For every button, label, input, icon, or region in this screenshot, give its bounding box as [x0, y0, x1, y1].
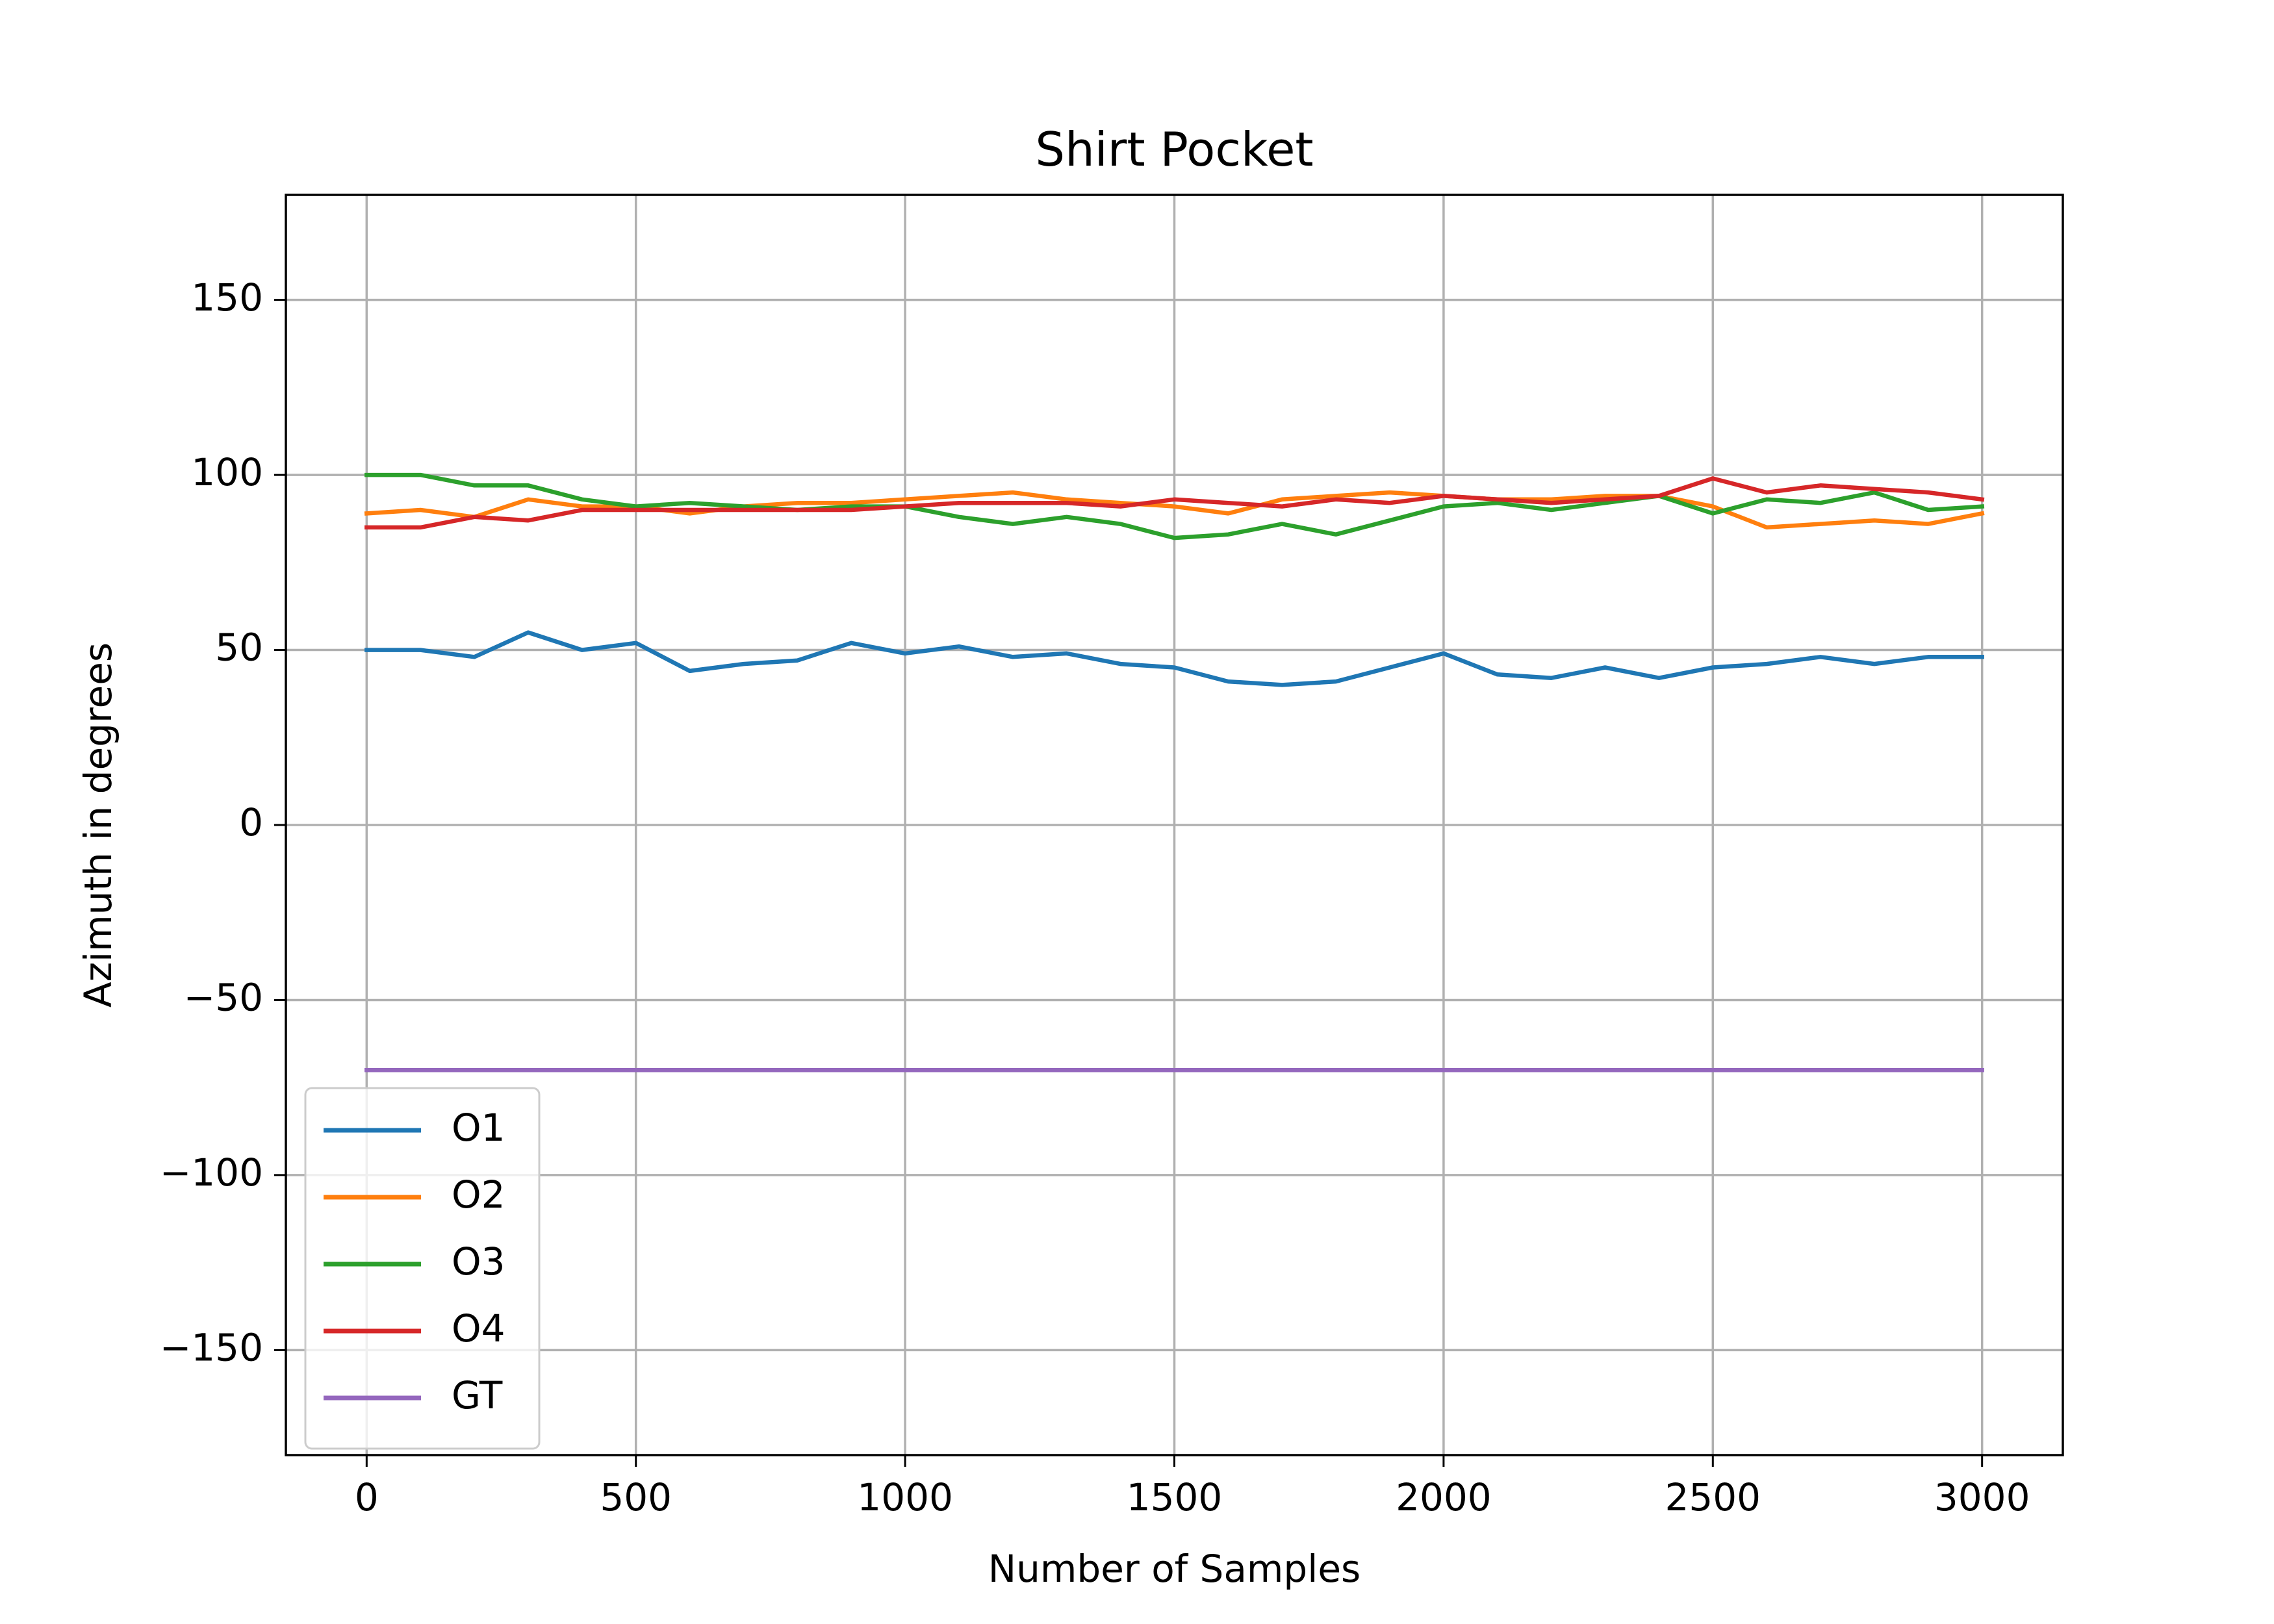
x-tick-label: 3000: [1934, 1475, 2030, 1519]
y-tick-label: −100: [160, 1150, 263, 1195]
x-tick-label: 1000: [857, 1475, 953, 1519]
x-tick-label: 0: [355, 1475, 379, 1519]
y-tick-label: −150: [160, 1325, 263, 1369]
x-axis-label: Number of Samples: [988, 1547, 1361, 1591]
legend: O1 O2 O3 O4 GT: [304, 1087, 541, 1450]
y-axis-label: Azimuth in degrees: [76, 642, 120, 1008]
legend-label-o3: O3: [452, 1239, 505, 1284]
y-tick-label: 100: [191, 450, 263, 494]
series-line-o4: [364, 476, 1985, 530]
series-line-o1: [364, 630, 1984, 687]
x-tick-label: 500: [600, 1475, 672, 1519]
series-line-o3: [364, 472, 1985, 540]
grid: [286, 195, 2063, 1455]
legend-label-o2: O2: [452, 1173, 505, 1217]
y-tick-label: 50: [215, 626, 263, 670]
legend-label-gt: GT: [452, 1373, 503, 1417]
legend-box: [304, 1087, 541, 1450]
series-lines: [364, 472, 1985, 1072]
x-tick-label: 2000: [1396, 1475, 1492, 1519]
y-tick-label: −50: [184, 976, 263, 1020]
y-tick-label: 150: [191, 275, 263, 320]
legend-label-o4: O4: [452, 1306, 505, 1351]
x-tick-label: 2500: [1665, 1475, 1761, 1519]
y-tick-label: 0: [239, 800, 263, 844]
x-tick-label: 1500: [1127, 1475, 1223, 1519]
legend-label-o1: O1: [452, 1106, 505, 1150]
chart-title: Shirt Pocket: [1035, 122, 1313, 177]
axis-ticks: 0 500 1000 1500 2000 2500 3000150100500−50−100…: [160, 275, 2030, 1519]
